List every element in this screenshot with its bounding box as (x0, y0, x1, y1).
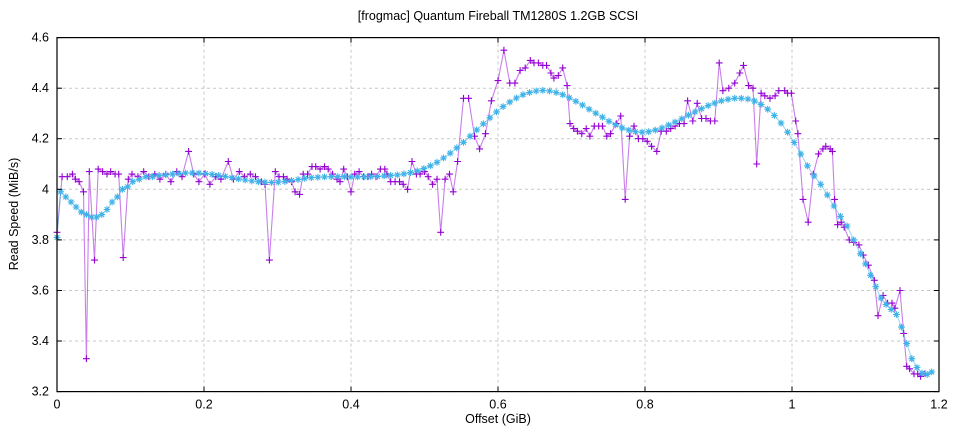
series-markers-read-speed (53, 46, 929, 380)
y-tick-label: 3.8 (32, 233, 49, 247)
x-tick-label: 1 (789, 398, 796, 412)
series-line-smoothed (56, 89, 932, 375)
y-tick-label: 4.4 (32, 81, 49, 95)
x-tick-label: 0.8 (636, 398, 653, 412)
x-tick-label: 0.6 (489, 398, 506, 412)
series-markers-smoothed (53, 87, 936, 378)
x-tick-label: 0.2 (195, 398, 212, 412)
y-tick-label: 3.6 (32, 284, 49, 298)
plot-frame (56, 36, 940, 393)
y-tick-label: 4.2 (32, 132, 49, 146)
y-axis-label: Read Speed (MiB/s) (7, 157, 21, 271)
y-tick-label: 4.6 (32, 31, 49, 45)
x-tick-label: 1.2 (930, 398, 947, 412)
y-tick-label: 3.4 (32, 334, 49, 348)
y-tick-label: 3.2 (32, 385, 49, 399)
chart-title: [frogmac] Quantum Fireball TM1280S 1.2GB… (357, 9, 639, 23)
y-tick-label: 4 (42, 182, 49, 196)
x-tick-label: 0.4 (342, 398, 359, 412)
x-tick-label: 0 (54, 398, 61, 412)
x-axis-label: Offset (GiB) (465, 412, 531, 426)
series-line-read-speed (56, 50, 926, 378)
